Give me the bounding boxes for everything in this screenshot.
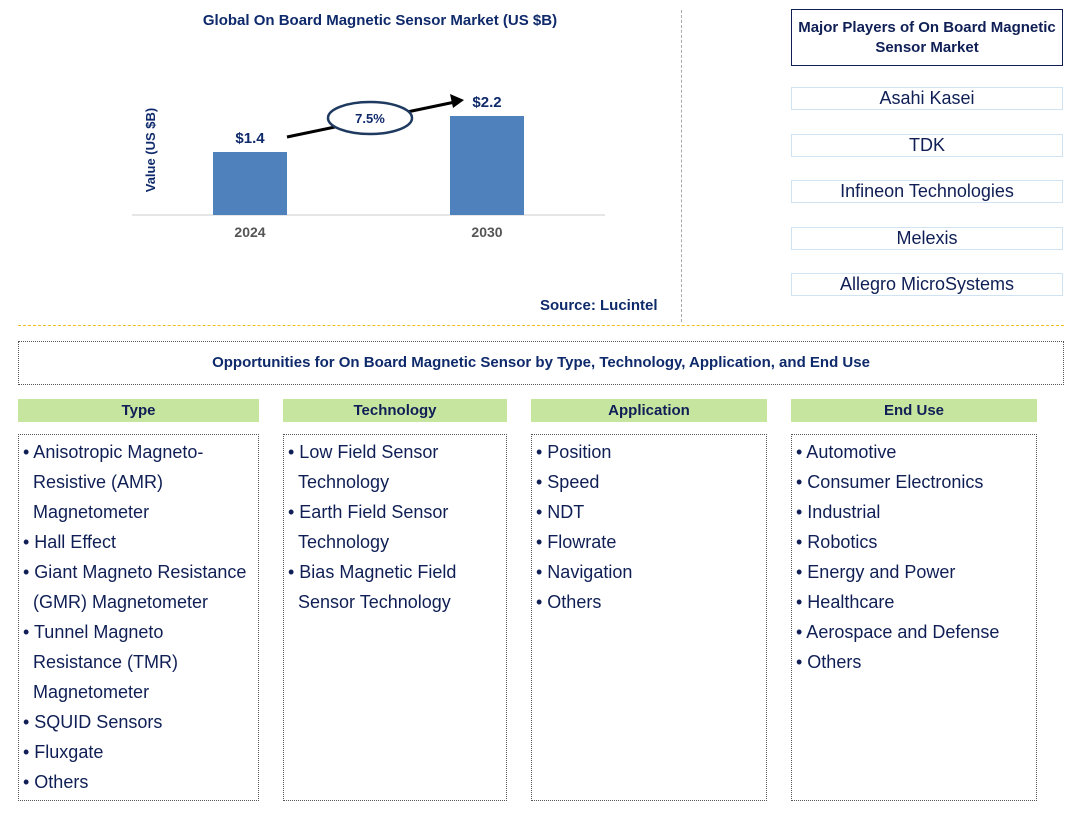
bar-2030: [450, 116, 524, 215]
player-item: Asahi Kasei: [791, 87, 1063, 110]
bar-2024: [213, 152, 287, 215]
list-item: • Consumer Electronics: [796, 472, 984, 492]
data-label: $1.4: [235, 130, 265, 147]
list-item: • Earth Field Sensor Technology: [288, 502, 449, 552]
x-tick-label: 2024: [234, 224, 265, 240]
chart-title: Global On Board Magnetic Sensor Market (…: [202, 12, 558, 29]
arrow-head-icon: [450, 94, 464, 108]
player-item: Melexis: [791, 226, 1063, 250]
list-item: • Position: [536, 442, 612, 462]
list-item: • Energy and Power: [796, 562, 956, 582]
list-item: • Low Field Sensor Technology: [288, 442, 439, 492]
source-label: Source: Lucintel: [540, 297, 658, 314]
cagr-ellipse: [326, 100, 414, 136]
list-item: • Industrial: [796, 502, 881, 522]
list-item: • Automotive: [796, 442, 897, 462]
column-list: • Position • Speed • NDT • Flowrate • Naviga…: [531, 434, 767, 801]
list-item: • Robotics: [796, 532, 878, 552]
cagr-label: 7.5%: [355, 111, 385, 126]
major-players-title: Major Players of On Board Magnetic Senso…: [791, 9, 1063, 66]
horizontal-divider: [18, 325, 1064, 326]
y-axis-label: Value (US $B): [143, 108, 158, 193]
list-item: • Fluxgate: [23, 742, 104, 762]
list-item: • Bias Magnetic Field Sensor Technology: [288, 562, 457, 612]
list-item: • Speed: [536, 472, 600, 492]
list-item: • NDT: [536, 502, 585, 522]
column-list: • Automotive • Consumer Electronics • Indu…: [791, 434, 1037, 801]
player-item: Allegro MicroSystems: [791, 273, 1063, 296]
list-item: • Hall Effect: [23, 532, 117, 552]
opportunities-title: Opportunities for On Board Magnetic Sens…: [18, 341, 1064, 385]
list-item: • Healthcare: [796, 592, 895, 612]
list-item: • SQUID Sensors: [23, 712, 163, 732]
data-label: $2.2: [472, 94, 501, 111]
list-item: • Giant Magneto Resistance (GMR) Magneto…: [23, 562, 247, 612]
column-header-type: Type: [18, 399, 259, 422]
vertical-divider: [681, 10, 682, 322]
list-item: • Others: [796, 652, 862, 672]
list-item: • Navigation: [536, 562, 633, 582]
column-header-technology: Technology: [283, 399, 507, 422]
column-list: • Anisotropic Magneto-Resistive (AMR) Ma…: [18, 434, 259, 801]
player-item: TDK: [791, 133, 1063, 157]
bar-chart: Value (US $B) $1.4 2024 $2.2 2030 7.5%: [132, 94, 605, 240]
list-item: • Others: [536, 592, 602, 612]
list-item: • Anisotropic Magneto-Resistive (AMR) Ma…: [23, 442, 204, 522]
x-tick-label: 2030: [471, 224, 502, 240]
column-header-application: Application: [531, 399, 767, 422]
list-item: • Others: [23, 772, 89, 792]
player-item: Infineon Technologies: [791, 180, 1063, 203]
list-item: • Aerospace and Defense: [796, 622, 1000, 642]
column-header-end-use: End Use: [791, 399, 1037, 422]
column-list: • Low Field Sensor Technology • Earth Fie…: [283, 434, 507, 801]
list-item: • Flowrate: [536, 532, 617, 552]
list-item: • Tunnel Magneto Resistance (TMR) Magnet…: [23, 622, 179, 702]
